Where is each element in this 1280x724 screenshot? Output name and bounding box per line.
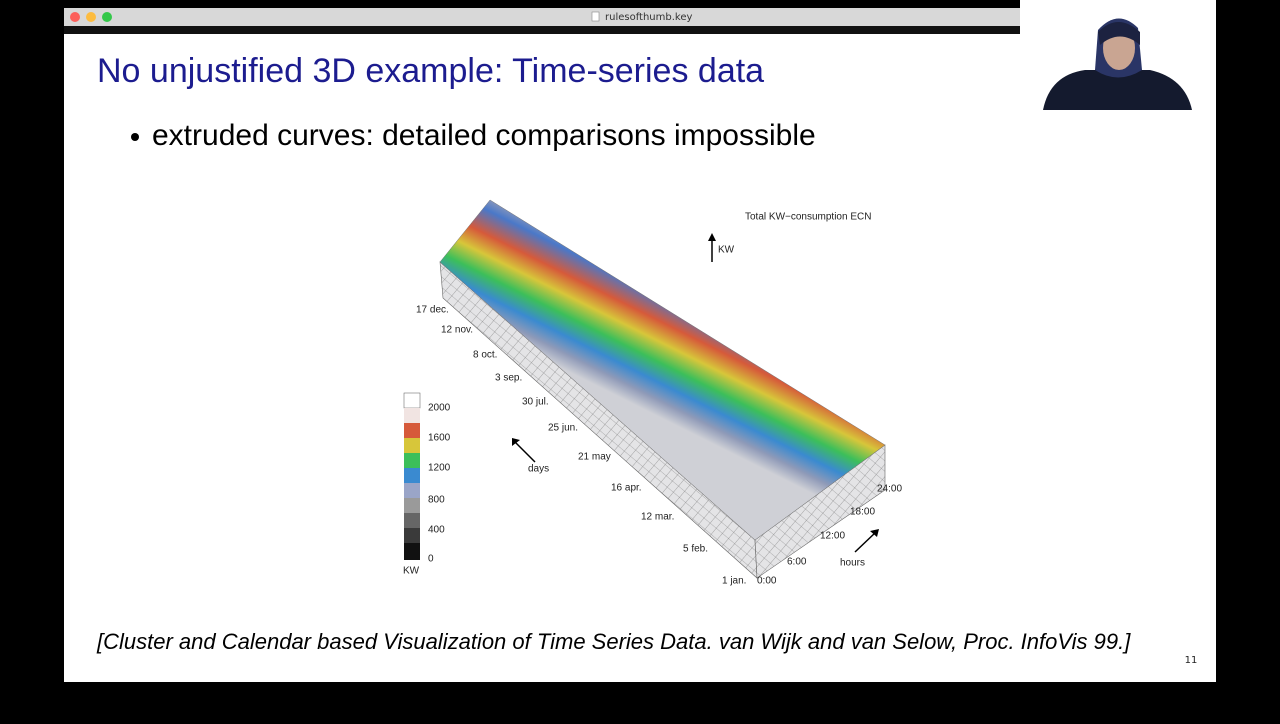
legend-label: 1200 xyxy=(428,463,451,474)
legend-label: 1600 xyxy=(428,433,451,444)
figure-labels: 17 dec. 12 nov. 8 oct. 3 sep. 30 jul. 25 jun.… xyxy=(416,305,902,587)
date-label: 25 jun. xyxy=(548,423,578,434)
slide-title: No unjustified 3D example: Time-series d… xyxy=(97,52,764,90)
close-button[interactable] xyxy=(70,12,80,22)
date-label: 30 jul. xyxy=(522,397,549,408)
legend-label: 2000 xyxy=(428,403,451,414)
webcam-person xyxy=(1043,18,1192,110)
bullet-text: extruded curves: detailed comparisons im… xyxy=(152,119,816,152)
bullet-dot xyxy=(131,133,139,141)
colorbar xyxy=(403,392,421,560)
date-label: 12 nov. xyxy=(441,325,473,336)
zoom-button[interactable] xyxy=(102,12,112,22)
date-label: 12 mar. xyxy=(641,512,674,523)
hour-label: 12:00 xyxy=(820,531,845,542)
date-label: 16 apr. xyxy=(611,483,642,494)
legend-label: 400 xyxy=(428,525,445,536)
date-label: 8 oct. xyxy=(473,350,497,361)
file-icon xyxy=(591,11,600,22)
date-label: 5 feb. xyxy=(683,544,708,555)
figure-3d xyxy=(439,199,886,579)
date-label: 3 sep. xyxy=(495,373,522,384)
hour-label: 18:00 xyxy=(850,507,875,518)
legend-label: 0 xyxy=(428,554,434,565)
title-bar xyxy=(64,8,1020,26)
toolbar-strip xyxy=(64,26,1020,34)
citation: [Cluster and Calendar based Visualizatio… xyxy=(96,629,1131,654)
date-label: 21 may xyxy=(578,452,611,463)
hour-label: 0:00 xyxy=(757,576,777,587)
date-label: 1 jan. xyxy=(722,576,746,587)
hour-label: 24:00 xyxy=(877,484,902,495)
up-axis-label: KW xyxy=(718,245,735,256)
hour-label: 6:00 xyxy=(787,557,807,568)
date-label: 17 dec. xyxy=(416,305,449,316)
legend-label: 800 xyxy=(428,495,445,506)
page-number: 11 xyxy=(1185,655,1198,666)
figure-title: Total KW−consumption ECN xyxy=(745,212,871,223)
legend-unit: KW xyxy=(403,566,420,577)
minimize-button[interactable] xyxy=(86,12,96,22)
days-label: days xyxy=(528,464,549,475)
hours-label: hours xyxy=(840,558,865,569)
window-title: rulesofthumb.key xyxy=(605,12,693,23)
